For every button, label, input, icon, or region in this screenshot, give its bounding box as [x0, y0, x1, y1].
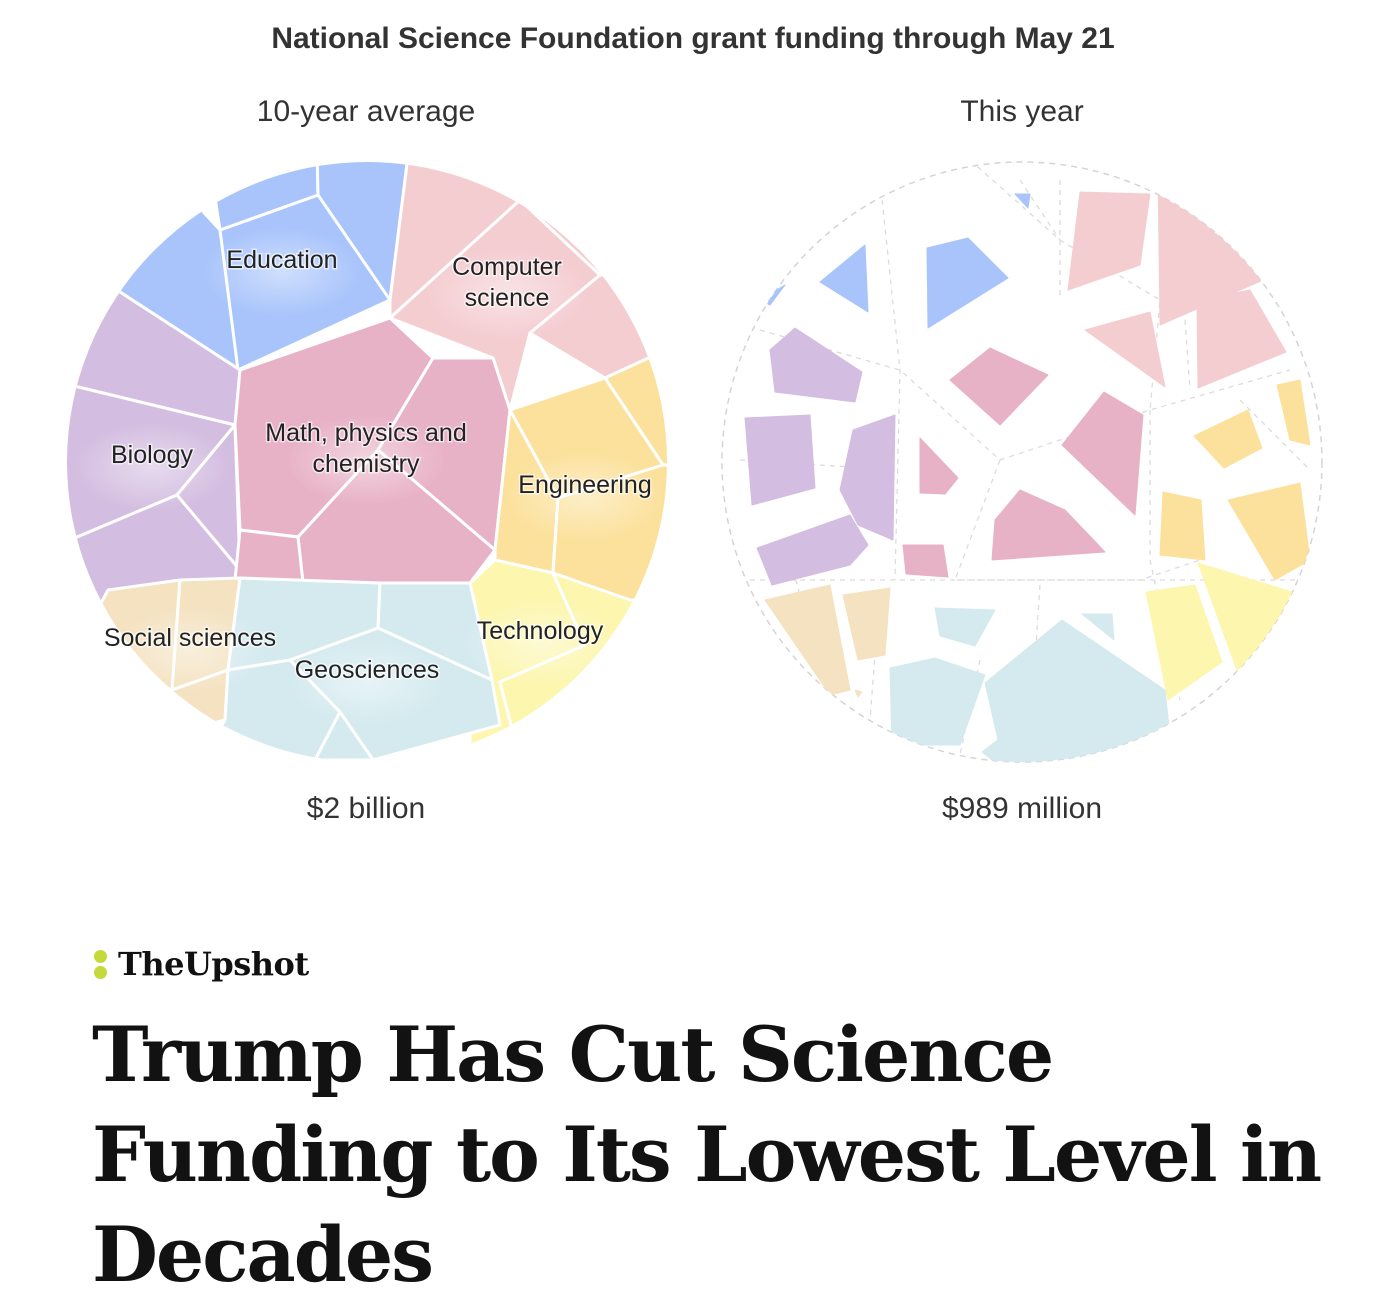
right-cell-education	[926, 237, 1009, 329]
ghost-cell-border	[1239, 399, 1311, 471]
right-cell-biology	[839, 414, 896, 541]
label-education: Education	[226, 246, 337, 274]
ghost-cell-border	[879, 179, 901, 581]
left-chart-subtitle: 10-year average	[256, 95, 476, 128]
right-cell-social-sciences	[764, 584, 851, 696]
left-chart-total: $2 billion	[306, 792, 426, 825]
right-cell-math-physics-and-chemistry	[902, 544, 949, 578]
right-cell-geosciences	[934, 607, 996, 647]
right-cell-social-sciences	[842, 587, 891, 661]
label-glow	[110, 605, 270, 695]
the-upshot-logo: TheUpshot	[94, 944, 309, 984]
right-cell-math-physics-and-chemistry	[1061, 391, 1144, 516]
ghost-cell-border	[1019, 179, 1061, 241]
right-cell-engineering	[1227, 482, 1311, 581]
ghost-cell-border	[954, 459, 1201, 581]
right-cell-biology	[769, 327, 863, 403]
right-cell-math-physics-and-chemistry	[991, 489, 1106, 561]
brand-name: TheUpshot	[118, 945, 309, 983]
right-cell-education	[819, 244, 869, 313]
right-cell-education	[759, 284, 786, 306]
label-technology: Technology	[477, 617, 604, 645]
right-cell-geosciences	[889, 657, 986, 746]
label-glow	[460, 598, 620, 688]
label-engineering: Engineering	[518, 471, 651, 499]
label-math-physics-and-chemistry: Math, physics and chemistry	[265, 419, 467, 478]
right-chart-subtitle: This year	[960, 95, 1084, 128]
label-glow	[427, 249, 587, 339]
upshot-dots-icon	[94, 947, 108, 981]
right-cell-computer-science	[1084, 311, 1166, 388]
right-cell-biology	[756, 514, 869, 586]
label-glow	[287, 637, 447, 727]
right-cell-engineering	[1276, 379, 1311, 446]
label-geosciences: Geosciences	[295, 656, 440, 684]
label-glow	[72, 422, 232, 512]
label-glow	[286, 415, 446, 505]
right-cell-computer-science	[1067, 191, 1151, 291]
ghost-cell-border	[959, 659, 981, 756]
right-chart-total: $989 million	[941, 792, 1103, 825]
label-biology: Biology	[111, 441, 193, 469]
right-cell-math-physics-and-chemistry	[949, 347, 1049, 426]
headline: Trump Has Cut Science Funding to Its Low…	[92, 1010, 1322, 1299]
right-cell-engineering	[1193, 409, 1263, 469]
ghost-cell-border	[1149, 410, 1181, 701]
voronoi-charts: Education Computer science Biology Math, phy…	[67, 161, 1323, 763]
right-cell-math-physics-and-chemistry	[919, 437, 959, 495]
right-cell-geosciences	[984, 619, 1171, 762]
label-glow	[505, 452, 665, 542]
left-voronoi-labels: Education Computer science Biology Math, phy…	[72, 227, 665, 727]
right-cell-biology	[744, 414, 816, 506]
right-cell-social-sciences	[854, 689, 863, 698]
label-social-sciences: Social sciences	[104, 624, 276, 652]
right-voronoi-chart	[721, 161, 1323, 763]
right-cell-engineering	[1159, 491, 1206, 561]
left-cell-geosciences	[313, 710, 375, 762]
right-cell-computer-science	[1196, 289, 1287, 389]
left-cell-math-physics-and-chemistry	[233, 528, 305, 585]
label-computer-science: Computer science	[452, 253, 562, 312]
label-glow	[202, 227, 362, 317]
right-cell-education	[1014, 193, 1031, 209]
chart-title: National Science Foundation grant fundin…	[271, 22, 1115, 55]
right-cell-geosciences	[1081, 613, 1115, 641]
right-cell-technology	[1145, 584, 1223, 701]
